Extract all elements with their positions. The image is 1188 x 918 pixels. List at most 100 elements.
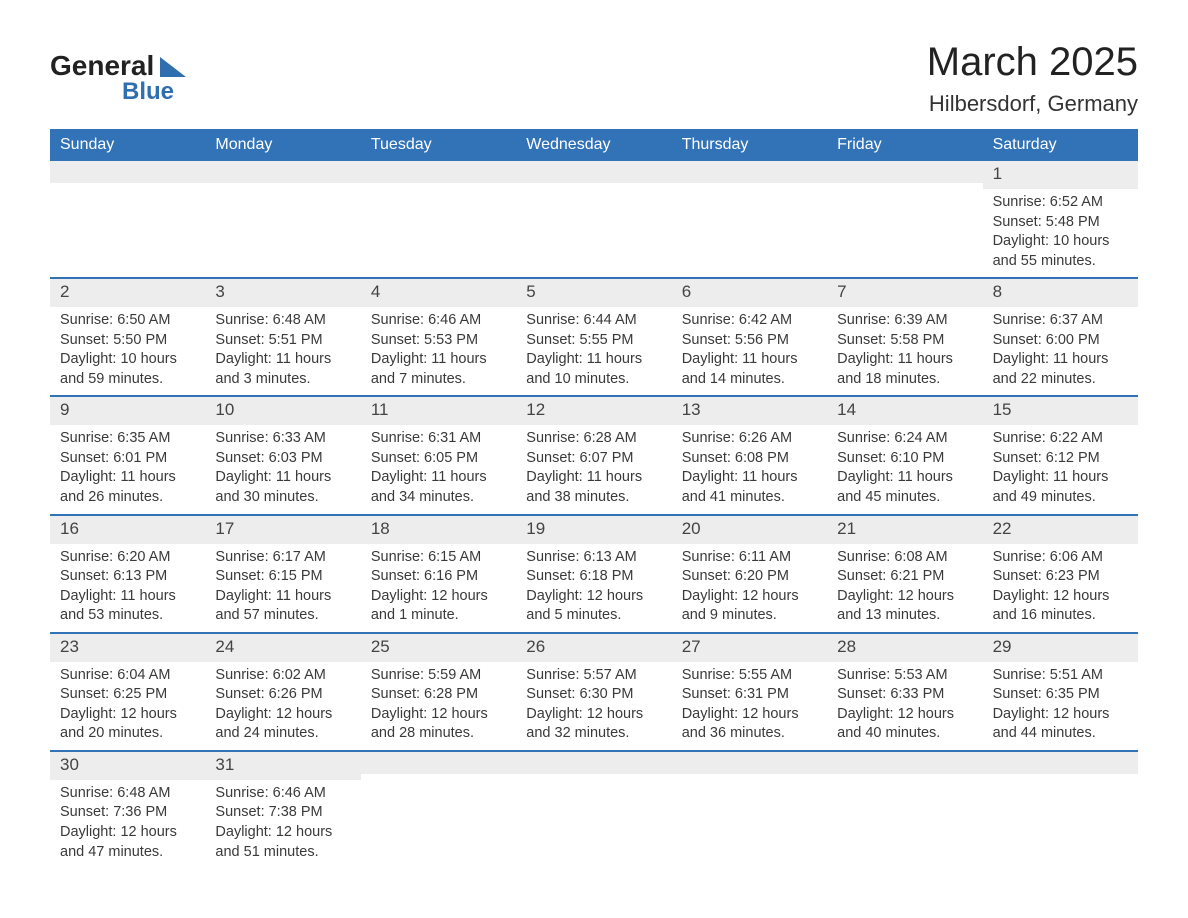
daylight-line: Daylight: 11 hours and 22 minutes. [993, 350, 1128, 389]
day-details [361, 183, 516, 193]
day-number [983, 752, 1138, 774]
sunrise-line: Sunrise: 6:28 AM [526, 429, 661, 449]
day-details [672, 774, 827, 784]
day-number: 19 [516, 516, 671, 544]
calendar-header-row: Sunday Monday Tuesday Wednesday Thursday… [50, 129, 1138, 161]
sunset-line: Sunset: 5:53 PM [371, 331, 506, 351]
day-number: 29 [983, 634, 1138, 662]
daylight-line: Daylight: 11 hours and 49 minutes. [993, 468, 1128, 507]
day-details [361, 774, 516, 784]
day-details: Sunrise: 5:51 AMSunset: 6:35 PMDaylight:… [983, 662, 1138, 750]
day-number: 30 [50, 752, 205, 780]
sunrise-line: Sunrise: 6:20 AM [60, 548, 195, 568]
day-header-saturday: Saturday [983, 129, 1138, 161]
day-details: Sunrise: 6:26 AMSunset: 6:08 PMDaylight:… [672, 425, 827, 513]
sunset-line: Sunset: 6:16 PM [371, 567, 506, 587]
day-details: Sunrise: 6:02 AMSunset: 6:26 PMDaylight:… [205, 662, 360, 750]
day-number: 16 [50, 516, 205, 544]
calendar-cell: 14Sunrise: 6:24 AMSunset: 6:10 PMDayligh… [827, 395, 982, 513]
day-number [205, 161, 360, 183]
day-number [827, 752, 982, 774]
day-details: Sunrise: 6:20 AMSunset: 6:13 PMDaylight:… [50, 544, 205, 632]
day-details: Sunrise: 6:48 AMSunset: 7:36 PMDaylight:… [50, 780, 205, 868]
sunset-line: Sunset: 5:58 PM [837, 331, 972, 351]
logo: General Blue [50, 50, 186, 106]
day-details [827, 774, 982, 784]
day-details [983, 774, 1138, 784]
sunrise-line: Sunrise: 6:26 AM [682, 429, 817, 449]
calendar-cell: 20Sunrise: 6:11 AMSunset: 6:20 PMDayligh… [672, 514, 827, 632]
day-details: Sunrise: 6:48 AMSunset: 5:51 PMDaylight:… [205, 307, 360, 395]
day-number: 7 [827, 279, 982, 307]
sunset-line: Sunset: 5:51 PM [215, 331, 350, 351]
calendar-cell: 28Sunrise: 5:53 AMSunset: 6:33 PMDayligh… [827, 632, 982, 750]
calendar-cell: 18 Sunrise: 6:15 AMSunset: 6:16 PMDayligh… [361, 514, 516, 632]
calendar-cell: 10Sunrise: 6:33 AMSunset: 6:03 PMDayligh… [205, 395, 360, 513]
day-number [516, 752, 671, 774]
calendar-cell: 3Sunrise: 6:48 AMSunset: 5:51 PMDaylight… [205, 277, 360, 395]
sunrise-line: Sunrise: 6:44 AM [526, 311, 661, 331]
day-details: Sunrise: 6:24 AMSunset: 6:10 PMDaylight:… [827, 425, 982, 513]
day-details: Sunrise: 6:04 AMSunset: 6:25 PMDaylight:… [50, 662, 205, 750]
sunset-line: Sunset: 6:25 PM [60, 685, 195, 705]
sunrise-line: Sunrise: 6:39 AM [837, 311, 972, 331]
sunrise-line: Sunrise: 6:04 AM [60, 666, 195, 686]
day-details: Sunrise: 6:31 AMSunset: 6:05 PMDaylight:… [361, 425, 516, 513]
calendar-cell [983, 750, 1138, 868]
sunrise-line: Sunrise: 6:52 AM [993, 193, 1128, 213]
day-details [50, 183, 205, 193]
calendar-cell: 21Sunrise: 6:08 AMSunset: 6:21 PMDayligh… [827, 514, 982, 632]
day-number: 23 [50, 634, 205, 662]
sunset-line: Sunset: 6:15 PM [215, 567, 350, 587]
daylight-line: Daylight: 11 hours and 18 minutes. [837, 350, 972, 389]
sunrise-line: Sunrise: 6:24 AM [837, 429, 972, 449]
sunrise-line: Sunrise: 6:48 AM [60, 784, 195, 804]
calendar-cell: 26Sunrise: 5:57 AMSunset: 6:30 PMDayligh… [516, 632, 671, 750]
sunset-line: Sunset: 7:36 PM [60, 803, 195, 823]
sunset-line: Sunset: 6:31 PM [682, 685, 817, 705]
sunrise-line: Sunrise: 6:46 AM [215, 784, 350, 804]
day-number: 17 [205, 516, 360, 544]
sunrise-line: Sunrise: 6:33 AM [215, 429, 350, 449]
daylight-line: Daylight: 12 hours and 40 minutes. [837, 705, 972, 744]
daylight-line: Daylight: 12 hours and 5 minutes. [526, 587, 661, 626]
daylight-line: Daylight: 11 hours and 34 minutes. [371, 468, 506, 507]
logo-text-blue: Blue [122, 78, 174, 106]
day-number: 6 [672, 279, 827, 307]
daylight-line: Daylight: 12 hours and 1 minute. [371, 587, 506, 626]
sunset-line: Sunset: 6:05 PM [371, 449, 506, 469]
sunrise-line: Sunrise: 6:17 AM [215, 548, 350, 568]
daylight-line: Daylight: 11 hours and 14 minutes. [682, 350, 817, 389]
day-number: 10 [205, 397, 360, 425]
daylight-line: Daylight: 11 hours and 7 minutes. [371, 350, 506, 389]
day-details: Sunrise: 6:11 AMSunset: 6:20 PMDaylight:… [672, 544, 827, 632]
sunset-line: Sunset: 6:35 PM [993, 685, 1128, 705]
calendar-cell: 27Sunrise: 5:55 AMSunset: 6:31 PMDayligh… [672, 632, 827, 750]
sunset-line: Sunset: 5:50 PM [60, 331, 195, 351]
calendar-cell [516, 161, 671, 277]
day-number: 25 [361, 634, 516, 662]
sunrise-line: Sunrise: 6:37 AM [993, 311, 1128, 331]
calendar-cell [827, 750, 982, 868]
daylight-line: Daylight: 11 hours and 57 minutes. [215, 587, 350, 626]
sunrise-line: Sunrise: 6:15 AM [371, 548, 506, 568]
sunset-line: Sunset: 6:00 PM [993, 331, 1128, 351]
daylight-line: Daylight: 12 hours and 28 minutes. [371, 705, 506, 744]
daylight-line: Daylight: 12 hours and 16 minutes. [993, 587, 1128, 626]
location: Hilbersdorf, Germany [927, 91, 1138, 117]
day-number: 11 [361, 397, 516, 425]
day-number: 3 [205, 279, 360, 307]
day-details [827, 183, 982, 193]
sunrise-line: Sunrise: 6:46 AM [371, 311, 506, 331]
day-number: 2 [50, 279, 205, 307]
day-number: 4 [361, 279, 516, 307]
sunset-line: Sunset: 6:30 PM [526, 685, 661, 705]
sunrise-line: Sunrise: 5:57 AM [526, 666, 661, 686]
sunset-line: Sunset: 6:21 PM [837, 567, 972, 587]
day-number: 18 [361, 516, 516, 544]
header: General Blue March 2025 Hilbersdorf, Ger… [50, 40, 1138, 117]
day-number: 12 [516, 397, 671, 425]
day-number: 9 [50, 397, 205, 425]
day-details: Sunrise: 5:55 AMSunset: 6:31 PMDaylight:… [672, 662, 827, 750]
calendar-cell: 2Sunrise: 6:50 AMSunset: 5:50 PMDaylight… [50, 277, 205, 395]
